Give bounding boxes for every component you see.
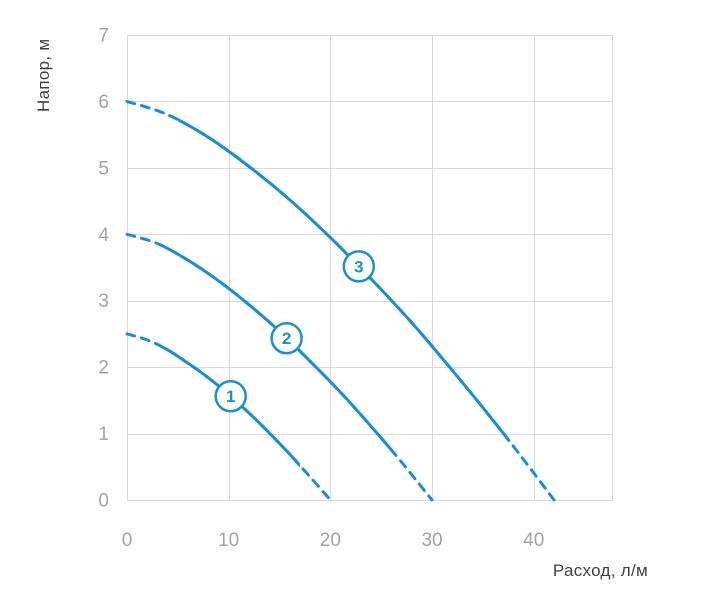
- x-tick-labels: 0 10 20 30 40: [122, 530, 545, 551]
- x-axis-title: Расход, л/м: [552, 561, 648, 580]
- pump-curve-1-dashed: [125, 332, 332, 502]
- grid: [127, 35, 613, 501]
- curve-marker-3: 3: [342, 250, 376, 283]
- y-tick-label: 0: [98, 491, 109, 512]
- x-tick-label: 0: [122, 530, 133, 551]
- pump-curve-3-solid: [177, 117, 509, 443]
- pump-curve-3-dashed: [125, 99, 556, 502]
- x-tick-label: 40: [523, 530, 544, 551]
- y-tick-label: 3: [98, 291, 109, 312]
- curve-marker-number: 3: [354, 257, 363, 276]
- x-tick-label: 20: [320, 530, 341, 551]
- pump-curve-1: [125, 332, 332, 502]
- curve-marker-number: 2: [282, 329, 291, 348]
- y-tick-label: 1: [98, 424, 109, 445]
- x-tick-label: 30: [421, 530, 442, 551]
- y-tick-label: 6: [98, 92, 109, 113]
- curve-marker-circle: [342, 250, 376, 283]
- curve-marker-number: 1: [226, 387, 235, 406]
- curve-marker-circle: [214, 379, 247, 413]
- y-tick-label: 4: [98, 225, 109, 246]
- curve-marker-2: 2: [270, 321, 303, 355]
- curve-marker-circle: [270, 321, 303, 355]
- x-tick-label: 10: [218, 530, 239, 551]
- y-tick-label: 5: [98, 158, 109, 179]
- y-axis-title: Напор, м: [34, 38, 53, 112]
- y-tick-label: 2: [98, 358, 109, 379]
- pump-curve-3: [125, 99, 556, 502]
- y-tick-labels: 0 1 2 3 4 5 6 7: [98, 26, 109, 512]
- pump-curve-1-solid: [162, 345, 300, 468]
- y-tick-label: 7: [98, 26, 109, 47]
- curve-marker-1: 1: [214, 379, 247, 413]
